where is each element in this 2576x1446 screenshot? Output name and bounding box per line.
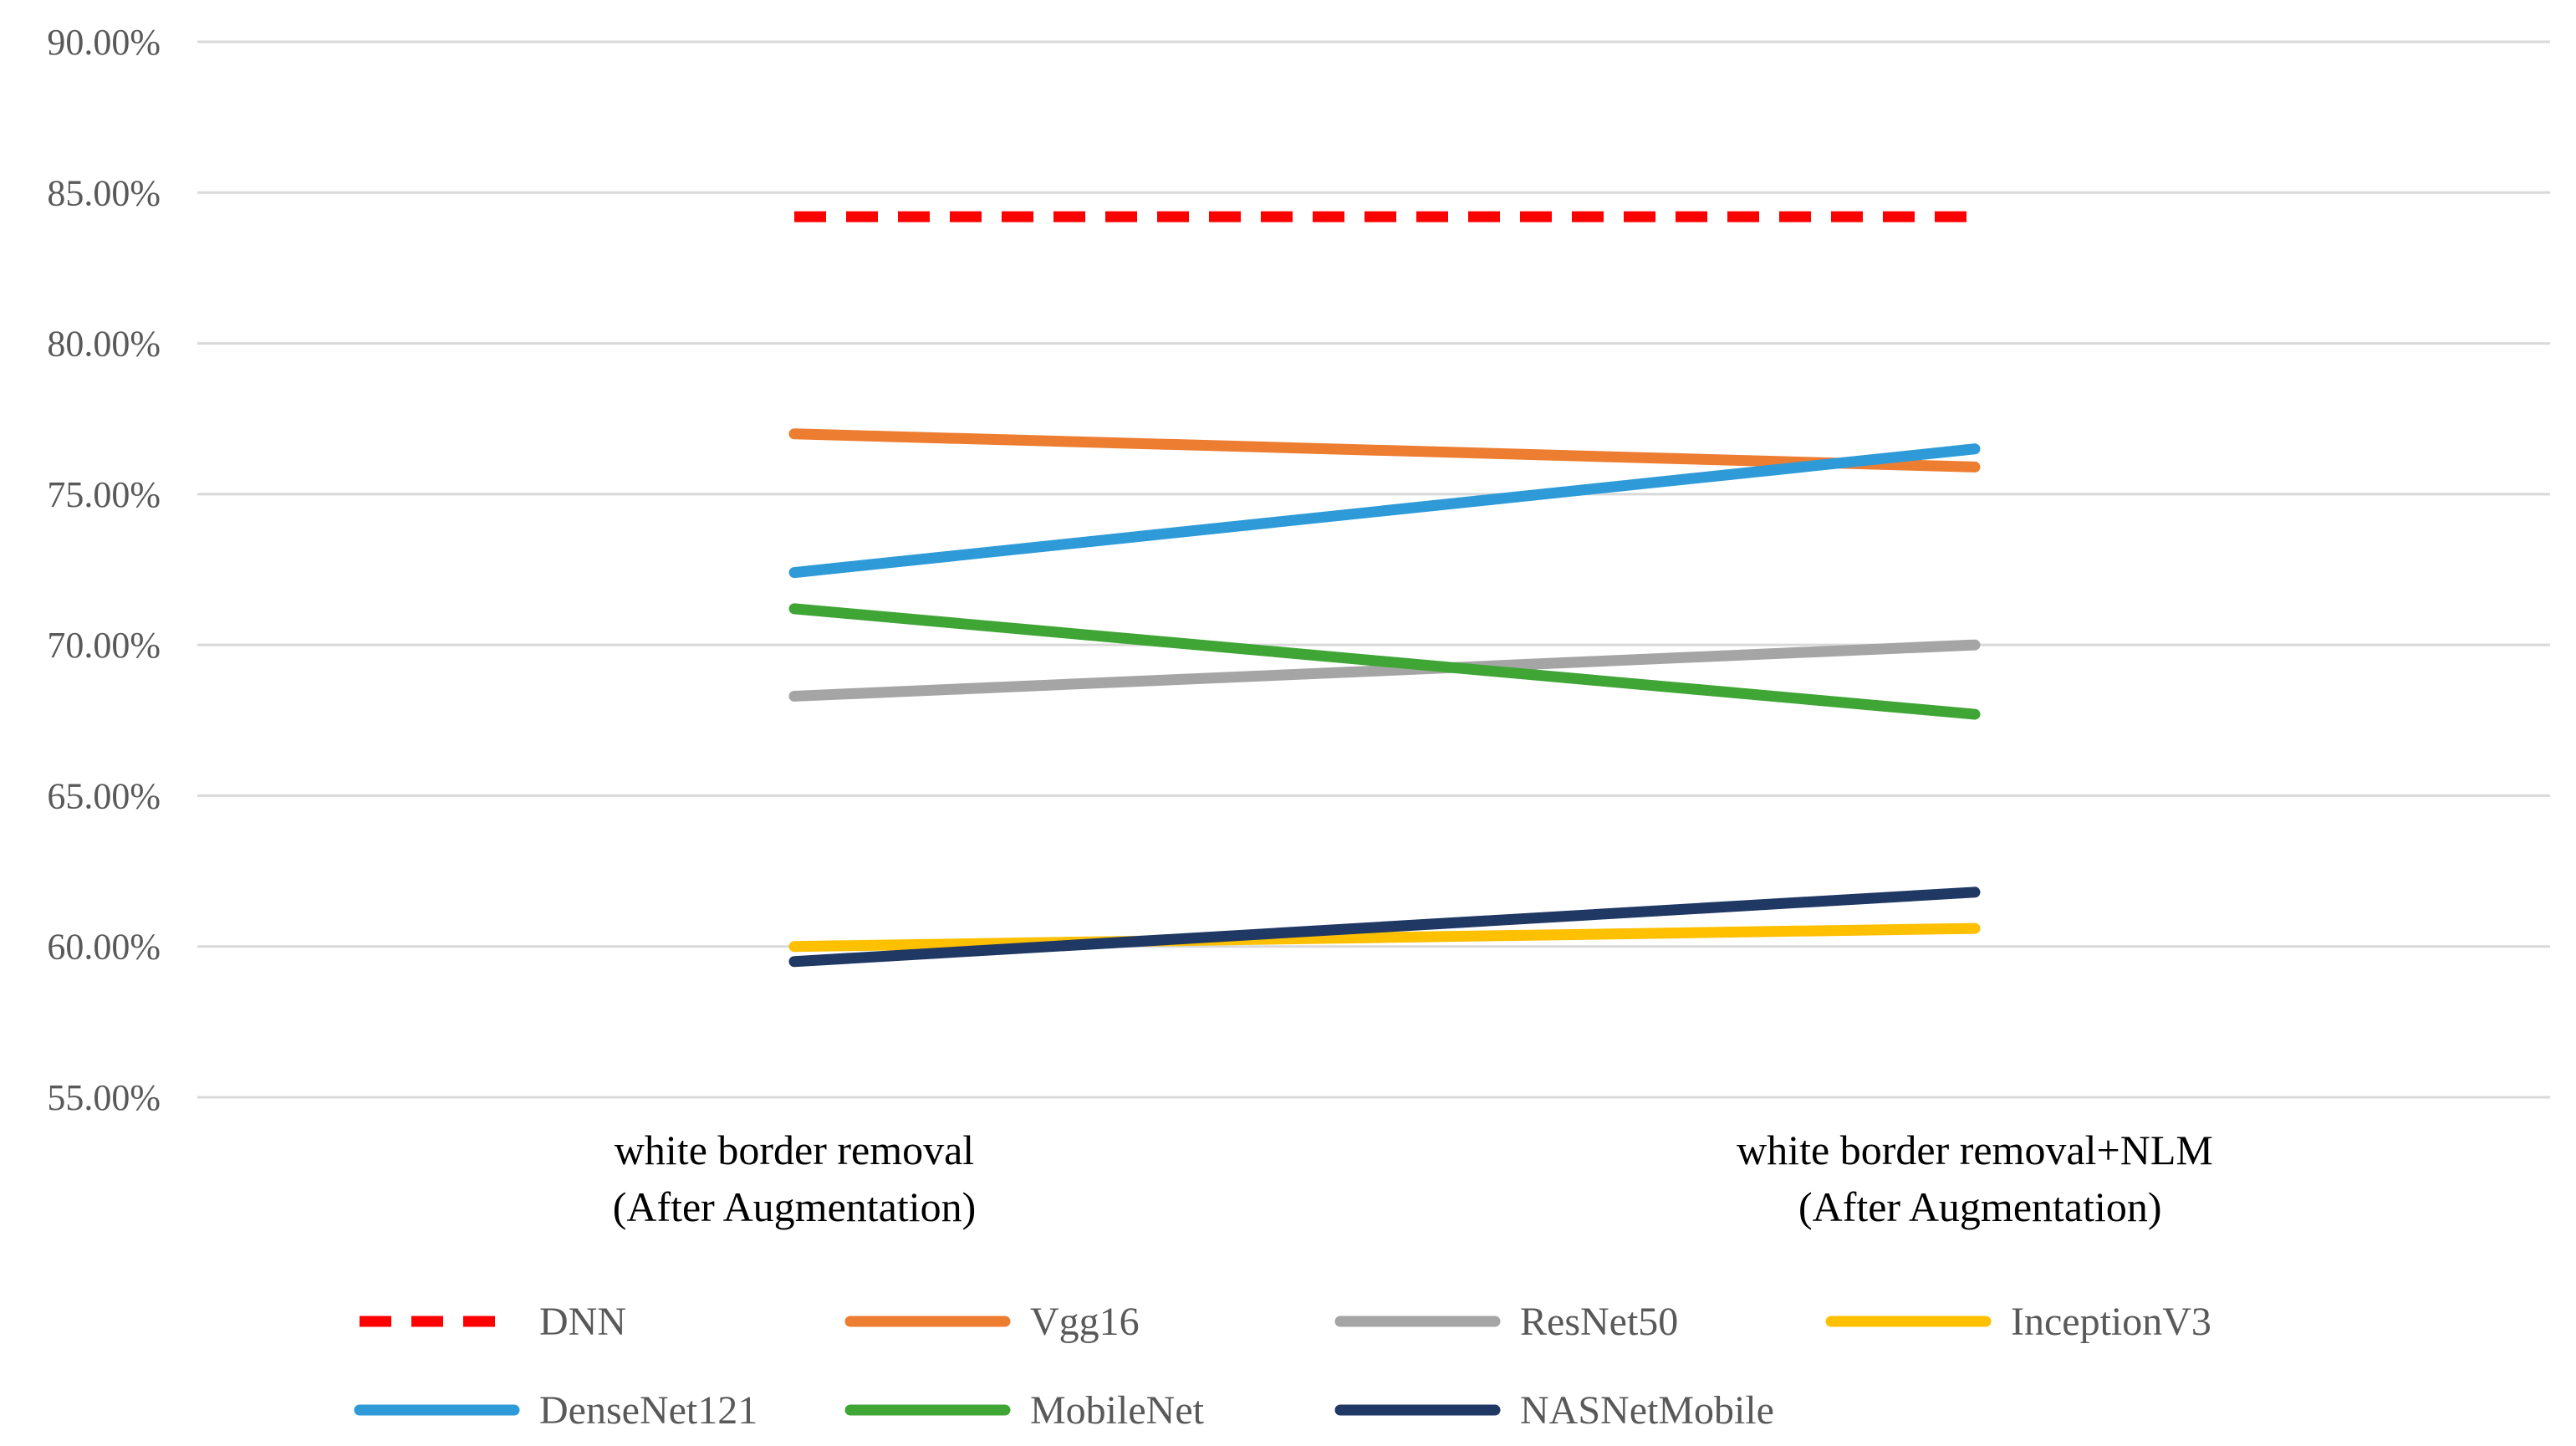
series-line-inceptionv3 <box>788 922 1981 953</box>
series-line-resnet50 <box>788 639 1981 702</box>
data-series <box>788 211 1981 968</box>
legend: DNN Vgg16 ResNet50 InceptionV3 DenseNet121 Mo… <box>354 1300 2211 1433</box>
y-tick-label: 65.00% <box>47 775 161 816</box>
series-line-mobilenet <box>788 603 1981 720</box>
legend-label: Vgg16 <box>1030 1300 1140 1344</box>
legend-label: NASNetMobile <box>1520 1388 1774 1433</box>
series-line-vgg16 <box>788 428 1981 473</box>
legend-item-mobilenet: MobileNet <box>844 1388 1205 1433</box>
x-axis-category-labels: white border removal (After Augmentation)… <box>613 1127 2213 1230</box>
y-tick-label: 70.00% <box>47 625 161 666</box>
series-line-nasnetmobile <box>788 887 1981 968</box>
y-tick-label: 90.00% <box>47 22 161 63</box>
y-tick-label: 60.00% <box>47 927 161 968</box>
y-tick-label: 55.00% <box>47 1077 161 1118</box>
legend-label: ResNet50 <box>1520 1300 1678 1344</box>
y-tick-label: 85.00% <box>47 172 161 213</box>
x-category-label: (After Augmentation) <box>1788 1183 2161 1230</box>
series-line-densenet121 <box>788 443 1981 579</box>
y-axis-tick-labels: 55.00% 60.00% 65.00% 70.00% 75.00% 80.00% 85.0… <box>47 22 161 1118</box>
x-category-label: white border removal <box>615 1127 974 1173</box>
legend-item-densenet121: DenseNet121 <box>354 1388 757 1433</box>
legend-label: DenseNet121 <box>539 1388 757 1433</box>
legend-label: MobileNet <box>1030 1388 1205 1433</box>
legend-item-inceptionv3: InceptionV3 <box>1825 1300 2211 1344</box>
legend-item-dnn: DNN <box>360 1300 626 1344</box>
legend-item-resnet50: ResNet50 <box>1334 1300 1678 1344</box>
legend-label: InceptionV3 <box>2011 1300 2211 1344</box>
x-category-label: white border removal+NLM <box>1737 1127 2213 1173</box>
legend-item-nasnetmobile: NASNetMobile <box>1334 1388 1774 1433</box>
gridlines <box>197 40 2550 1099</box>
y-tick-label: 80.00% <box>47 324 161 365</box>
legend-label: DNN <box>539 1300 626 1344</box>
legend-item-vgg16: Vgg16 <box>844 1300 1140 1344</box>
x-category-label: (After Augmentation) <box>613 1183 977 1230</box>
y-tick-label: 75.00% <box>47 474 161 515</box>
